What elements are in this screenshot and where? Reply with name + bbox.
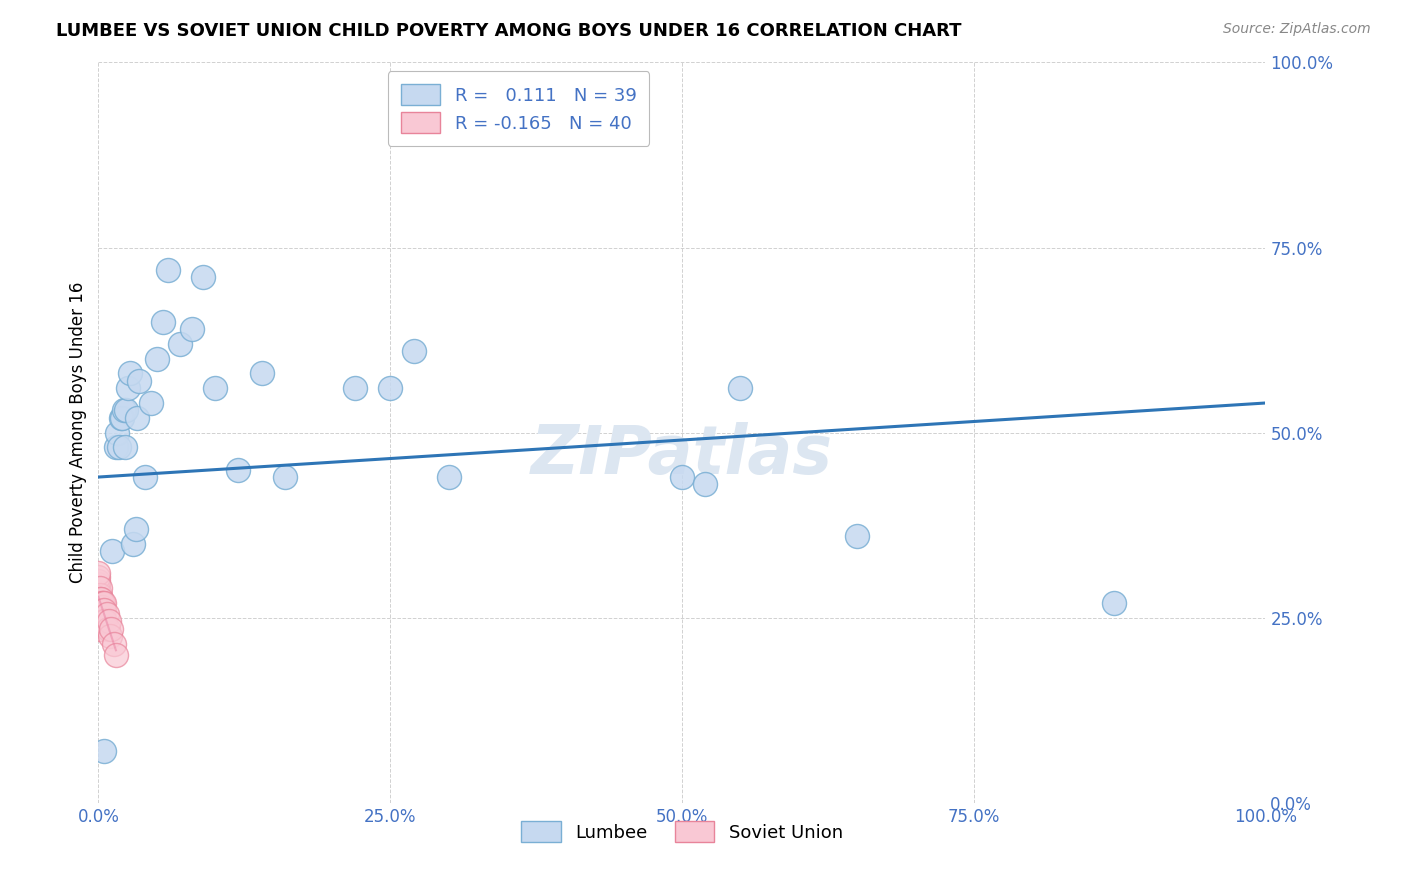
Point [114,441,136,455]
Point [87,566,110,581]
Point [93,744,115,758]
Point [90,596,112,610]
Point [97,615,120,629]
Point [91,615,114,629]
Y-axis label: Child Poverty Among Boys Under 16: Child Poverty Among Boys Under 16 [69,282,87,583]
Point [90,610,112,624]
Point [89,615,111,629]
Point [204,381,226,395]
Point [122,536,145,550]
Point [91,596,114,610]
Point [125,522,148,536]
Point [87,589,110,603]
Point [103,637,125,651]
Point [89,622,111,636]
Point [89,589,111,603]
Point [87,603,110,617]
Point [111,410,134,425]
Point [117,381,139,395]
Point [228,462,250,476]
Point [100,622,122,636]
Point [87,577,110,591]
Point [89,592,111,607]
Legend: Lumbee, Soviet Union: Lumbee, Soviet Union [513,814,851,849]
Point [250,367,273,381]
Point [193,270,215,285]
Point [96,607,118,621]
Point [105,425,128,440]
Text: ZIPatlas: ZIPatlas [531,422,832,488]
Point [730,381,752,395]
Point [97,622,120,636]
Point [93,596,115,610]
Point [402,344,425,359]
Point [104,648,127,662]
Text: LUMBEE VS SOVIET UNION CHILD POVERTY AMONG BOYS UNDER 16 CORRELATION CHART: LUMBEE VS SOVIET UNION CHILD POVERTY AMO… [56,22,962,40]
Point [139,396,162,410]
Point [115,403,138,417]
Point [104,441,127,455]
Point [87,570,110,584]
Text: Source: ZipAtlas.com: Source: ZipAtlas.com [1223,22,1371,37]
Point [90,596,112,610]
Point [344,381,367,395]
Point [87,581,110,595]
Point [87,599,110,614]
Point [108,441,131,455]
Point [89,603,111,617]
Point [128,374,150,388]
Point [169,336,191,351]
Point [89,599,111,614]
Point [152,314,174,328]
Point [91,603,114,617]
Point [437,470,460,484]
Point [180,322,202,336]
Point [112,403,135,417]
Point [89,581,111,595]
Point [274,470,297,484]
Point [125,410,148,425]
Point [87,584,110,599]
Point [87,574,110,588]
Point [695,477,717,491]
Point [118,367,141,381]
Point [671,470,693,484]
Point [93,603,115,617]
Point [90,603,112,617]
Point [90,599,112,614]
Point [157,262,180,277]
Point [94,615,117,629]
Point [101,544,124,558]
Point [146,351,169,366]
Point [98,629,121,643]
Point [134,470,156,484]
Point [90,599,112,614]
Point [1102,596,1125,610]
Point [89,607,111,621]
Point [380,381,402,395]
Point [87,592,110,607]
Point [846,529,869,543]
Point [90,592,112,607]
Point [93,615,115,629]
Point [87,596,110,610]
Point [110,410,132,425]
